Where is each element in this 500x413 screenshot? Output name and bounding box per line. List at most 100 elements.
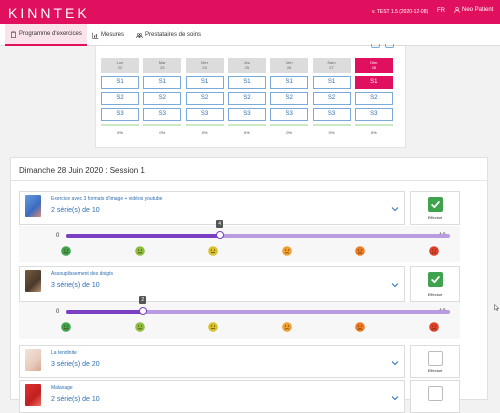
pain-slider[interactable]: 4	[66, 220, 450, 239]
exercise-title[interactable]: Assouplissement des doigts	[51, 271, 113, 277]
face-slight-icon[interactable]	[134, 246, 145, 256]
progress-bar	[354, 124, 393, 126]
completion-percent: 0%	[328, 130, 335, 135]
chevron-down-icon[interactable]	[391, 360, 399, 366]
session-slot-button[interactable]: S3	[143, 108, 182, 121]
exercise-thumbnail	[25, 384, 41, 406]
face-neutral-icon[interactable]	[208, 246, 218, 256]
exercise-card[interactable]: Assouplissement des doigts 3 série(s) de …	[19, 266, 405, 302]
face-sadder-icon[interactable]	[355, 322, 365, 332]
completion-percent: 0%	[370, 130, 377, 135]
slider-handle[interactable]	[215, 231, 224, 239]
progress-bar	[227, 124, 266, 126]
completion-percent: 0%	[159, 130, 166, 135]
day-name: Mer	[201, 60, 209, 65]
session-slot-button[interactable]: S1	[227, 76, 266, 89]
face-sad-icon[interactable]	[281, 246, 292, 256]
progress-bar	[270, 124, 309, 126]
done-checkbox[interactable]	[428, 386, 443, 401]
session-slot-button[interactable]: S3	[354, 108, 393, 121]
slider-value-label: 2	[139, 296, 147, 304]
session-slot-button[interactable]: S3	[270, 108, 309, 121]
session-slot-button[interactable]: S3	[101, 108, 139, 121]
prev-week-button[interactable]	[371, 44, 380, 48]
face-sadder-icon[interactable]	[355, 246, 365, 256]
exercise-card[interactable]: Malaxage 2 série(s) de 10	[19, 380, 405, 413]
done-label: Effectué	[427, 368, 443, 373]
exercise-title[interactable]: Exercice avec 3 formats d'image + vidéos…	[51, 196, 163, 202]
app-logo[interactable]: KINNTEK	[8, 5, 90, 21]
session-slot-button[interactable]: S3	[312, 108, 351, 121]
pain-slider[interactable]: 2	[66, 296, 450, 315]
chevron-down-icon[interactable]	[391, 395, 399, 401]
day-header: Lun 22	[101, 58, 139, 73]
face-neutral-icon[interactable]	[208, 322, 218, 332]
session-slot-button[interactable]: S1	[270, 76, 309, 89]
pain-slider-area: 0104	[19, 220, 460, 262]
session-slot-button[interactable]: S2	[227, 92, 266, 105]
language-selector[interactable]: FR	[437, 8, 445, 14]
face-happy-icon[interactable]	[61, 322, 71, 332]
chevron-down-icon[interactable]	[391, 206, 399, 212]
slider-handle[interactable]	[138, 307, 147, 315]
session-slot-button[interactable]: S1	[143, 76, 182, 89]
session-title: Dimanche 28 Juin 2020 : Session 1	[19, 166, 145, 175]
divider	[11, 180, 489, 181]
day-name: Mar	[158, 60, 166, 65]
done-panel: Effectué	[410, 345, 460, 378]
day-name: Lun	[116, 60, 124, 65]
face-slight-icon[interactable]	[134, 322, 145, 332]
next-week-button[interactable]	[385, 44, 394, 48]
tab-mesures[interactable]: Mesures	[87, 24, 129, 46]
face-worst-icon[interactable]	[428, 246, 439, 256]
progress-bar	[143, 124, 182, 126]
session-slot-button[interactable]: S1	[312, 76, 351, 89]
tab-label: Programme d'exercices	[19, 31, 82, 37]
done-checkbox[interactable]	[428, 272, 443, 287]
top-bar: KINNTEK v. TEST 1.5 (2020-12-08) FR Neo …	[0, 0, 500, 24]
slider-fill	[66, 234, 220, 238]
done-checkbox[interactable]	[428, 351, 443, 366]
session-slot-button[interactable]: S3	[227, 108, 266, 121]
chevron-down-icon[interactable]	[391, 282, 399, 288]
exercise-card[interactable]: La tendinite 3 série(s) de 20	[19, 345, 405, 378]
exercise-series: 3 série(s) de 10	[51, 282, 100, 289]
exercise-card[interactable]: Exercice avec 3 formats d'image + vidéos…	[19, 191, 405, 225]
session-slot-button[interactable]: S2	[185, 92, 224, 105]
session-slot-button[interactable]: S2	[312, 92, 351, 105]
done-label: Effectué	[427, 292, 443, 297]
face-worst-icon[interactable]	[428, 322, 439, 332]
day-column: Ven 26 S1 S2 S3 0%	[270, 58, 309, 135]
day-header: Dim 28	[354, 58, 393, 73]
pain-slider-area: 0102	[19, 296, 460, 339]
day-header: Ven 26	[270, 58, 309, 73]
completion-percent: 0%	[286, 130, 293, 135]
day-date: 22	[117, 65, 123, 70]
session-slot-button[interactable]: S1	[101, 76, 139, 89]
session-slot-button[interactable]: S2	[354, 92, 393, 105]
face-sad-icon[interactable]	[281, 322, 292, 332]
session-slot-button[interactable]: S2	[101, 92, 139, 105]
progress-bar	[312, 124, 351, 126]
exercise-thumbnail	[25, 270, 41, 292]
tab-prestataires[interactable]: Prestataires de soins	[131, 24, 206, 46]
exercise-title[interactable]: Malaxage	[51, 385, 73, 391]
exercise-title[interactable]: La tendinite	[51, 350, 77, 356]
team-icon	[136, 32, 143, 38]
completion-percent: 0%	[201, 130, 208, 135]
session-slot-button[interactable]: S2	[270, 92, 309, 105]
session-slot-button[interactable]: S2	[143, 92, 182, 105]
exercise-series: 3 série(s) de 20	[51, 361, 100, 368]
user-icon	[454, 7, 460, 13]
user-menu[interactable]: Neo Patient	[454, 7, 493, 13]
tab-programme[interactable]: Programme d'exercices	[5, 24, 87, 46]
face-happy-icon[interactable]	[61, 246, 71, 256]
exercise-thumbnail	[25, 349, 41, 371]
tab-label: Prestataires de soins	[145, 32, 202, 38]
session-slot-button[interactable]: S1	[354, 76, 393, 89]
day-column: Mer 24 S1 S2 S3 0%	[185, 58, 224, 135]
done-checkbox[interactable]	[428, 197, 443, 212]
completion-percent: 0%	[117, 130, 123, 135]
session-slot-button[interactable]: S3	[185, 108, 224, 121]
session-slot-button[interactable]: S1	[185, 76, 224, 89]
